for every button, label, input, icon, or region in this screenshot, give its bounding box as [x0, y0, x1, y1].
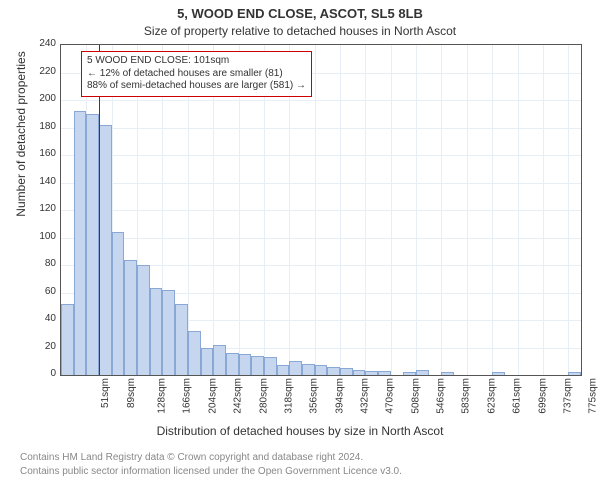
y-tick-label: 240 — [26, 38, 56, 49]
histogram-bar — [289, 361, 302, 375]
y-tick-label: 20 — [26, 341, 56, 352]
histogram-bar — [188, 331, 201, 375]
x-tick-label: 508sqm — [410, 378, 421, 414]
x-tick-label: 204sqm — [207, 378, 218, 414]
histogram-bar — [213, 345, 226, 375]
y-tick-label: 180 — [26, 121, 56, 132]
y-tick-label: 80 — [26, 258, 56, 269]
histogram-bar — [86, 114, 99, 375]
histogram-bar — [124, 260, 137, 376]
histogram-bar — [416, 370, 429, 376]
x-tick-label: 699sqm — [537, 378, 548, 414]
histogram-bar — [353, 370, 366, 376]
histogram-bar — [175, 304, 188, 376]
histogram-bar — [340, 368, 353, 375]
grid-line-v — [365, 45, 366, 375]
y-tick-label: 220 — [26, 66, 56, 77]
grid-line-h — [61, 210, 581, 211]
grid-line-v — [467, 45, 468, 375]
histogram-bar — [277, 365, 290, 375]
footer-line-2: Contains public sector information licen… — [20, 466, 402, 477]
histogram-bar — [112, 232, 125, 375]
histogram-bar — [99, 125, 112, 375]
annotation-line: 88% of semi-detached houses are larger (… — [87, 80, 306, 93]
histogram-bar — [137, 265, 150, 375]
x-tick-label: 242sqm — [233, 378, 244, 414]
x-tick-label: 280sqm — [258, 378, 269, 414]
grid-line-v — [391, 45, 392, 375]
annotation-box: 5 WOOD END CLOSE: 101sqm← 12% of detache… — [81, 51, 312, 97]
grid-line-v — [492, 45, 493, 375]
plot-area: 5 WOOD END CLOSE: 101sqm← 12% of detache… — [60, 44, 582, 376]
y-tick-label: 120 — [26, 203, 56, 214]
x-axis-label: Distribution of detached houses by size … — [0, 424, 600, 438]
y-tick-label: 160 — [26, 148, 56, 159]
footer-line-1: Contains HM Land Registry data © Crown c… — [20, 452, 363, 463]
histogram-bar — [315, 365, 328, 375]
grid-line-h — [61, 100, 581, 101]
grid-line-v — [315, 45, 316, 375]
histogram-bar — [403, 372, 416, 375]
x-tick-label: 89sqm — [126, 378, 137, 408]
x-tick-label: 661sqm — [512, 378, 523, 414]
x-tick-label: 583sqm — [461, 378, 472, 414]
histogram-bar — [226, 353, 239, 375]
x-tick-label: 166sqm — [182, 378, 193, 414]
x-tick-label: 432sqm — [360, 378, 371, 414]
x-tick-label: 470sqm — [385, 378, 396, 414]
x-tick-label: 51sqm — [100, 378, 111, 408]
histogram-bar — [162, 290, 175, 375]
grid-line-h — [61, 183, 581, 184]
grid-line-h — [61, 238, 581, 239]
x-tick-label: 775sqm — [588, 378, 599, 414]
y-tick-label: 60 — [26, 286, 56, 297]
histogram-bar — [327, 367, 340, 375]
y-tick-label: 40 — [26, 313, 56, 324]
histogram-bar — [302, 364, 315, 375]
histogram-bar — [492, 372, 505, 375]
annotation-line: 5 WOOD END CLOSE: 101sqm — [87, 55, 306, 68]
annotation-line: ← 12% of detached houses are smaller (81… — [87, 68, 306, 81]
y-tick-label: 200 — [26, 93, 56, 104]
grid-line-v — [543, 45, 544, 375]
histogram-bar — [568, 372, 581, 375]
x-tick-label: 128sqm — [157, 378, 168, 414]
y-tick-label: 140 — [26, 176, 56, 187]
y-tick-label: 0 — [26, 368, 56, 379]
x-tick-label: 546sqm — [436, 378, 447, 414]
histogram-bar — [74, 111, 87, 375]
histogram-bar — [378, 371, 391, 375]
grid-line-h — [61, 128, 581, 129]
chart-subtitle: Size of property relative to detached ho… — [0, 24, 600, 38]
x-tick-label: 318sqm — [283, 378, 294, 414]
histogram-bar — [61, 304, 74, 376]
histogram-bar — [251, 356, 264, 375]
grid-line-h — [61, 155, 581, 156]
chart-title: 5, WOOD END CLOSE, ASCOT, SL5 8LB — [0, 6, 600, 21]
y-tick-label: 100 — [26, 231, 56, 242]
grid-line-v — [518, 45, 519, 375]
x-tick-label: 623sqm — [486, 378, 497, 414]
grid-line-v — [441, 45, 442, 375]
histogram-bar — [201, 348, 214, 376]
grid-line-v — [568, 45, 569, 375]
histogram-bar — [264, 357, 277, 375]
grid-line-v — [416, 45, 417, 375]
histogram-bar — [365, 371, 378, 375]
x-tick-label: 737sqm — [563, 378, 574, 414]
x-tick-label: 394sqm — [334, 378, 345, 414]
grid-line-v — [340, 45, 341, 375]
histogram-bar — [150, 288, 163, 375]
histogram-bar — [441, 372, 454, 375]
histogram-bar — [239, 354, 252, 375]
x-tick-label: 356sqm — [309, 378, 320, 414]
